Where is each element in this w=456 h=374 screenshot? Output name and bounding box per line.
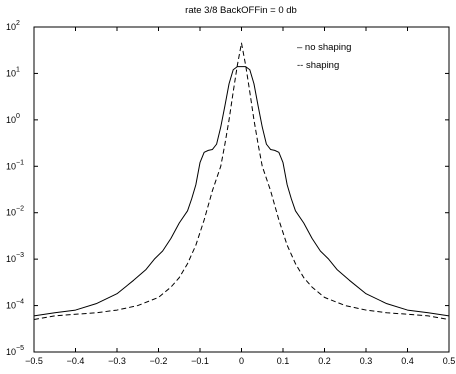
- x-tick-label: −0.4: [67, 356, 85, 366]
- x-tick-label: 0.1: [277, 356, 290, 366]
- x-tick-label: −0.1: [191, 356, 209, 366]
- series-line-shaping: [33, 42, 450, 321]
- y-tick-label: 10−1: [6, 159, 24, 171]
- x-tick-label: −0.3: [108, 356, 126, 366]
- plot-frame: [33, 26, 450, 353]
- x-tick-label: 0.2: [318, 356, 331, 366]
- series-line-no-shaping: [33, 66, 450, 317]
- x-tick-label: −0.5: [25, 356, 43, 366]
- x-tick-label: 0.4: [401, 356, 414, 366]
- y-tick-label: 101: [6, 66, 20, 78]
- y-tick-label: 10−4: [6, 299, 24, 311]
- x-tick-label: −0.2: [150, 356, 168, 366]
- x-tick-label: 0: [239, 356, 244, 366]
- axis-ticks: −0.5 −0.4 −0.3 −0.2 −0.1 0 0.1 0.2 0.3 0.4 0.5 10−5…: [6, 20, 455, 366]
- y-tick-label: 10−2: [6, 206, 24, 218]
- legend-label-no-shaping: – no shaping: [297, 42, 351, 53]
- chart-title: rate 3/8 BackOFFin = 0 db: [185, 5, 297, 16]
- y-tick-label: 10−5: [6, 345, 24, 357]
- y-tick-label: 102: [6, 20, 20, 32]
- legend-label-shaping: -- shaping: [297, 60, 339, 71]
- x-tick-label: 0.5: [443, 356, 456, 366]
- y-tick-label: 100: [6, 113, 20, 125]
- legend: – no shaping -- shaping: [297, 42, 351, 71]
- y-tick-label: 10−3: [6, 252, 24, 264]
- series-layer: [33, 42, 450, 321]
- x-tick-label: 0.3: [360, 356, 373, 366]
